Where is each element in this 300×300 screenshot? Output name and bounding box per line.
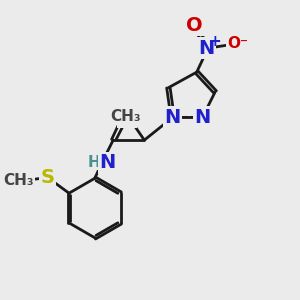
Text: +: +: [209, 34, 221, 49]
Text: N: N: [164, 108, 181, 127]
Text: O: O: [186, 16, 202, 35]
Text: CH₃: CH₃: [3, 173, 33, 188]
Text: N: N: [194, 108, 211, 127]
Text: N: N: [99, 153, 116, 172]
Text: N: N: [199, 39, 215, 58]
Text: CH₃: CH₃: [111, 109, 141, 124]
Text: S: S: [41, 168, 55, 187]
Text: O⁻: O⁻: [227, 36, 248, 51]
Text: H: H: [88, 155, 100, 170]
Text: O: O: [119, 108, 136, 127]
